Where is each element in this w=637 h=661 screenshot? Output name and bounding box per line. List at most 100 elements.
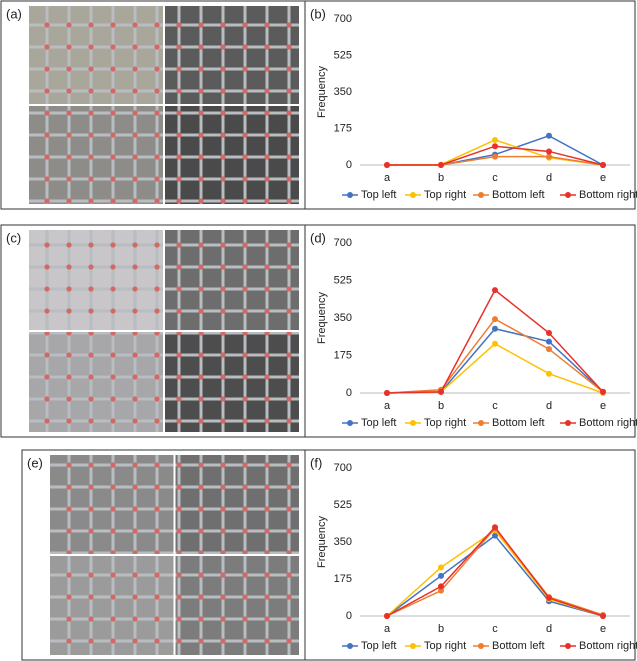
panel-border [0, 224, 636, 438]
panel-label: (a) [6, 6, 22, 21]
legend-label: Bottom right [579, 189, 637, 201]
x-tick-label: c [492, 172, 498, 184]
marker [600, 613, 606, 619]
y-tick-label: 525 [334, 274, 352, 286]
y-tick-label: 700 [334, 237, 352, 249]
marker [492, 136, 498, 143]
marker [492, 153, 498, 160]
line [386, 327, 604, 394]
photo-mesh [175, 455, 299, 554]
legend-marker [347, 643, 353, 649]
marker [546, 338, 552, 345]
y-tick-label: 700 [334, 13, 352, 25]
legend-label: Top left [361, 640, 396, 652]
y-tick-label: 350 [334, 86, 352, 98]
panel-label: (b) [310, 6, 326, 21]
photo-mesh [175, 556, 299, 655]
photo-mesh [50, 455, 174, 554]
marker [438, 583, 444, 590]
legend-label: Top right [424, 189, 466, 201]
line [386, 342, 604, 394]
y-tick-label: 525 [334, 499, 352, 511]
x-tick-label: c [492, 400, 498, 412]
photo-mesh [165, 6, 299, 104]
legend-label: Top left [361, 189, 396, 201]
x-tick-label: b [438, 172, 444, 184]
legend-marker [478, 420, 484, 426]
marker [546, 148, 552, 155]
marker [546, 153, 552, 160]
panel-label: (d) [310, 230, 326, 245]
marker [546, 330, 552, 336]
marker [546, 346, 552, 353]
x-tick-label: a [384, 172, 391, 184]
x-tick-label: e [600, 172, 606, 184]
y-axis-label: Frequency [316, 66, 328, 118]
x-tick-label: a [384, 400, 391, 412]
marker [546, 132, 552, 139]
legend-label: Bottom right [579, 640, 637, 652]
x-tick-label: b [438, 623, 444, 635]
legend-marker [347, 420, 353, 426]
y-tick-label: 0 [346, 159, 352, 171]
marker [438, 572, 444, 579]
marker [492, 143, 498, 150]
x-tick-label: c [492, 623, 498, 635]
y-tick-label: 175 [334, 122, 352, 134]
photo-mesh [50, 556, 174, 655]
legend-marker [565, 192, 571, 198]
legend-label: Top right [424, 640, 466, 652]
marker [546, 595, 552, 602]
y-tick-label: 0 [346, 387, 352, 399]
photo-mesh [165, 332, 299, 432]
marker [600, 162, 606, 168]
legend-marker [565, 643, 571, 649]
legend-label: Bottom right [579, 417, 637, 429]
photo-mesh [29, 6, 163, 104]
panel-border [0, 0, 636, 210]
legend-label: Bottom left [492, 640, 545, 652]
photo-mesh [165, 230, 299, 330]
marker [546, 370, 552, 377]
panel-label: (f) [310, 455, 322, 470]
marker [492, 532, 498, 539]
y-tick-label: 700 [334, 462, 352, 474]
y-tick-label: 175 [334, 349, 352, 361]
legend-label: Bottom left [492, 417, 545, 429]
y-tick-label: 350 [334, 536, 352, 548]
marker [438, 587, 444, 594]
marker [492, 340, 498, 347]
y-axis-label: Frequency [316, 292, 328, 344]
marker [492, 287, 498, 294]
y-tick-label: 0 [346, 610, 352, 622]
legend-marker [410, 643, 416, 649]
photo-mesh [29, 230, 163, 330]
x-tick-label: b [438, 400, 444, 412]
marker [384, 613, 390, 619]
photo-mesh [165, 106, 299, 204]
y-tick-label: 525 [334, 49, 352, 61]
legend-label: Top right [424, 417, 466, 429]
marker [384, 390, 390, 396]
y-axis-label: Frequency [316, 516, 328, 568]
x-tick-label: e [600, 623, 606, 635]
legend-marker [410, 420, 416, 426]
x-tick-label: d [546, 400, 552, 412]
x-tick-label: e [600, 400, 606, 412]
marker [384, 162, 390, 168]
marker [492, 316, 498, 323]
panel-label: (c) [6, 230, 21, 245]
x-tick-label: a [384, 623, 391, 635]
panel-label: (e) [27, 455, 43, 470]
legend-marker [565, 420, 571, 426]
legend-marker [347, 192, 353, 198]
marker [600, 388, 606, 395]
legend-label: Top left [361, 417, 396, 429]
line [386, 529, 604, 617]
legend-marker [478, 643, 484, 649]
photo-mesh [29, 332, 163, 432]
marker [438, 564, 444, 571]
y-tick-label: 350 [334, 312, 352, 324]
